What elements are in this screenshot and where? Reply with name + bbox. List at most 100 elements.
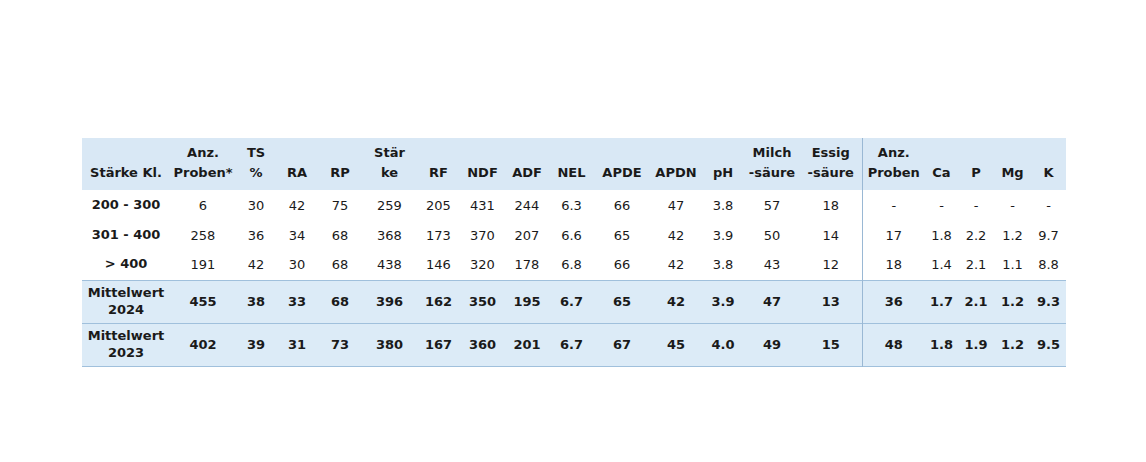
page: Stärke Kl.Anz. Proben*TS %RARPStär keRFN…: [0, 0, 1146, 462]
data-cell: 65: [594, 280, 650, 323]
data-cell: 1.8: [925, 220, 958, 250]
header-row: Stärke Kl.Anz. Proben*TS %RARPStär keRFN…: [82, 138, 1066, 190]
data-cell: 259: [362, 190, 417, 220]
data-cell: 3.9: [702, 280, 744, 323]
data-cell: 1.4: [925, 250, 958, 280]
data-cell: 195: [505, 280, 549, 323]
data-cell: 9.3: [1031, 280, 1066, 323]
header-cell-k: K: [1031, 138, 1066, 190]
data-cell: 36: [236, 220, 276, 250]
data-cell: 47: [650, 190, 702, 220]
row-label: > 400: [82, 250, 170, 280]
data-cell: 3.8: [702, 190, 744, 220]
data-cell: 9.7: [1031, 220, 1066, 250]
data-cell: 455: [170, 280, 236, 323]
data-cell: 13: [800, 280, 862, 323]
row-label: Mittelwert 2024: [82, 280, 170, 323]
header-cell-apdn: APDN: [650, 138, 702, 190]
data-cell: 6.7: [549, 323, 594, 366]
row-label: 301 - 400: [82, 220, 170, 250]
data-cell: 370: [460, 220, 505, 250]
data-cell: 6.3: [549, 190, 594, 220]
table-row: > 4001914230684381463201786.866423.84312…: [82, 250, 1066, 280]
data-cell: 65: [594, 220, 650, 250]
data-cell: -: [925, 190, 958, 220]
header-cell-p: P: [958, 138, 994, 190]
data-cell: 34: [276, 220, 318, 250]
data-cell: 9.5: [1031, 323, 1066, 366]
data-cell: 8.8: [1031, 250, 1066, 280]
data-cell: 33: [276, 280, 318, 323]
header-cell-essigsaeure: Essig -säure: [800, 138, 862, 190]
header-cell-rf: RF: [417, 138, 460, 190]
data-cell: 43: [744, 250, 800, 280]
data-cell: 31: [276, 323, 318, 366]
data-cell: 380: [362, 323, 417, 366]
data-cell: 1.7: [925, 280, 958, 323]
data-cell: 191: [170, 250, 236, 280]
data-cell: 3.9: [702, 220, 744, 250]
data-cell: 73: [318, 323, 362, 366]
data-cell: 1.8: [925, 323, 958, 366]
data-cell: 68: [318, 250, 362, 280]
data-cell: 48: [862, 323, 925, 366]
table-row: Mittelwert 20244553833683961623501956.76…: [82, 280, 1066, 323]
data-cell: 431: [460, 190, 505, 220]
data-cell: 14: [800, 220, 862, 250]
data-cell: 42: [276, 190, 318, 220]
table-row: 301 - 4002583634683681733702076.665423.9…: [82, 220, 1066, 250]
data-cell: 18: [800, 190, 862, 220]
header-cell-mg: Mg: [994, 138, 1031, 190]
data-cell: 2.1: [958, 250, 994, 280]
header-cell-apde: APDE: [594, 138, 650, 190]
data-cell: 258: [170, 220, 236, 250]
data-cell: 368: [362, 220, 417, 250]
data-cell: 68: [318, 220, 362, 250]
header-cell-ra: RA: [276, 138, 318, 190]
data-cell: 178: [505, 250, 549, 280]
data-cell: 3.8: [702, 250, 744, 280]
data-cell: 15: [800, 323, 862, 366]
header-cell-adf: ADF: [505, 138, 549, 190]
data-cell: 12: [800, 250, 862, 280]
data-cell: 67: [594, 323, 650, 366]
header-cell-rp: RP: [318, 138, 362, 190]
header-cell-ca: Ca: [925, 138, 958, 190]
table-wrap: Stärke Kl.Anz. Proben*TS %RARPStär keRFN…: [82, 138, 1066, 367]
data-cell: 6.7: [549, 280, 594, 323]
data-cell: 1.1: [994, 250, 1031, 280]
silage-analysis-table: Stärke Kl.Anz. Proben*TS %RARPStär keRFN…: [82, 138, 1066, 367]
data-cell: 36: [862, 280, 925, 323]
row-label: Mittelwert 2023: [82, 323, 170, 366]
data-cell: 75: [318, 190, 362, 220]
data-cell: 6.8: [549, 250, 594, 280]
data-cell: 167: [417, 323, 460, 366]
data-cell: 201: [505, 323, 549, 366]
data-cell: 42: [650, 280, 702, 323]
header-cell-staerke: Stär ke: [362, 138, 417, 190]
table-header: Stärke Kl.Anz. Proben*TS %RARPStär keRFN…: [82, 138, 1066, 190]
data-cell: 30: [236, 190, 276, 220]
data-cell: 66: [594, 250, 650, 280]
header-cell-staerke_kl: Stärke Kl.: [82, 138, 170, 190]
data-cell: 244: [505, 190, 549, 220]
data-cell: 42: [236, 250, 276, 280]
data-cell: 6: [170, 190, 236, 220]
data-cell: 42: [650, 250, 702, 280]
data-cell: 38: [236, 280, 276, 323]
data-cell: 42: [650, 220, 702, 250]
data-cell: 320: [460, 250, 505, 280]
data-cell: 173: [417, 220, 460, 250]
table-body: 200 - 30063042752592054312446.366473.857…: [82, 190, 1066, 366]
data-cell: 1.2: [994, 280, 1031, 323]
data-cell: 438: [362, 250, 417, 280]
data-cell: -: [1031, 190, 1066, 220]
data-cell: 1.9: [958, 323, 994, 366]
data-cell: 4.0: [702, 323, 744, 366]
data-cell: 360: [460, 323, 505, 366]
data-cell: 350: [460, 280, 505, 323]
data-cell: 30: [276, 250, 318, 280]
data-cell: 57: [744, 190, 800, 220]
data-cell: 396: [362, 280, 417, 323]
data-cell: -: [862, 190, 925, 220]
